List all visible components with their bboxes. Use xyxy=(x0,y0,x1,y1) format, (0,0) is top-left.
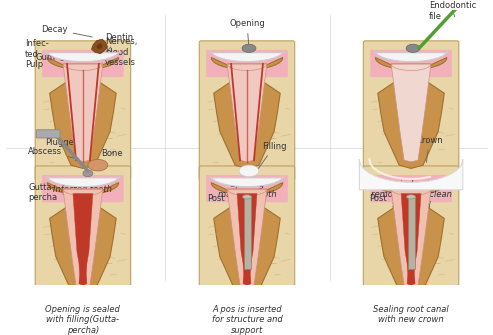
FancyBboxPatch shape xyxy=(42,50,124,77)
FancyBboxPatch shape xyxy=(206,175,288,202)
Polygon shape xyxy=(375,183,447,293)
FancyBboxPatch shape xyxy=(363,166,459,305)
Ellipse shape xyxy=(242,44,256,53)
Polygon shape xyxy=(46,50,120,62)
Polygon shape xyxy=(63,189,103,287)
FancyBboxPatch shape xyxy=(206,50,288,77)
Polygon shape xyxy=(227,64,267,162)
Text: Gum: Gum xyxy=(35,53,63,62)
Bar xyxy=(244,197,251,269)
Text: Infec-
ted
Pulp: Infec- ted Pulp xyxy=(25,39,68,69)
Text: Infected pulp is
removed and clean
the canal: Infected pulp is removed and clean the c… xyxy=(371,180,452,210)
Polygon shape xyxy=(211,183,283,293)
Text: Endodontic
file: Endodontic file xyxy=(429,1,476,21)
Polygon shape xyxy=(391,189,431,287)
FancyBboxPatch shape xyxy=(199,166,295,305)
Polygon shape xyxy=(401,194,421,285)
Text: Sealing root canal
with new crown: Sealing root canal with new crown xyxy=(373,305,449,325)
Text: Post: Post xyxy=(207,194,240,203)
Text: Post: Post xyxy=(369,194,404,203)
Text: Nerves,
blood
vessels: Nerves, blood vessels xyxy=(99,38,137,67)
Polygon shape xyxy=(359,159,463,190)
Polygon shape xyxy=(391,64,431,162)
Text: Opening: Opening xyxy=(229,19,265,46)
Polygon shape xyxy=(227,189,267,287)
Polygon shape xyxy=(374,50,448,62)
Text: Dentin: Dentin xyxy=(105,33,133,54)
Ellipse shape xyxy=(83,170,93,177)
Polygon shape xyxy=(210,50,284,62)
Polygon shape xyxy=(73,194,93,285)
Polygon shape xyxy=(46,175,120,187)
Text: Abscess: Abscess xyxy=(28,147,82,160)
Text: Filling: Filling xyxy=(256,142,286,171)
FancyBboxPatch shape xyxy=(199,41,295,180)
Bar xyxy=(408,197,415,269)
FancyBboxPatch shape xyxy=(35,166,131,305)
Ellipse shape xyxy=(407,195,416,199)
Text: A pos is inserted
for structure and
support: A pos is inserted for structure and supp… xyxy=(211,305,282,335)
Text: Gutta-
percha: Gutta- percha xyxy=(28,183,70,202)
FancyBboxPatch shape xyxy=(370,175,452,202)
Polygon shape xyxy=(47,183,119,293)
Text: Infected tooth: Infected tooth xyxy=(53,185,112,194)
Ellipse shape xyxy=(88,159,108,171)
Text: Opening is sealed
with filling(Gutta-
percha): Opening is sealed with filling(Gutta- pe… xyxy=(45,305,120,335)
Polygon shape xyxy=(211,58,283,169)
FancyBboxPatch shape xyxy=(370,50,452,77)
Polygon shape xyxy=(47,58,119,169)
FancyBboxPatch shape xyxy=(42,175,124,202)
Ellipse shape xyxy=(243,195,251,199)
Polygon shape xyxy=(237,194,257,285)
Polygon shape xyxy=(92,39,107,54)
Text: Bone: Bone xyxy=(101,149,122,158)
FancyBboxPatch shape xyxy=(36,130,60,138)
Polygon shape xyxy=(63,64,103,162)
Text: Decay: Decay xyxy=(41,25,92,37)
Text: Plugger: Plugger xyxy=(45,138,77,147)
Text: Opening
made in tooth: Opening made in tooth xyxy=(218,180,276,199)
Text: Crown: Crown xyxy=(416,136,443,162)
Polygon shape xyxy=(210,175,284,187)
FancyBboxPatch shape xyxy=(35,41,131,180)
Polygon shape xyxy=(375,58,447,169)
Polygon shape xyxy=(96,44,103,49)
FancyBboxPatch shape xyxy=(363,41,459,180)
Ellipse shape xyxy=(406,44,420,53)
Ellipse shape xyxy=(239,165,259,177)
